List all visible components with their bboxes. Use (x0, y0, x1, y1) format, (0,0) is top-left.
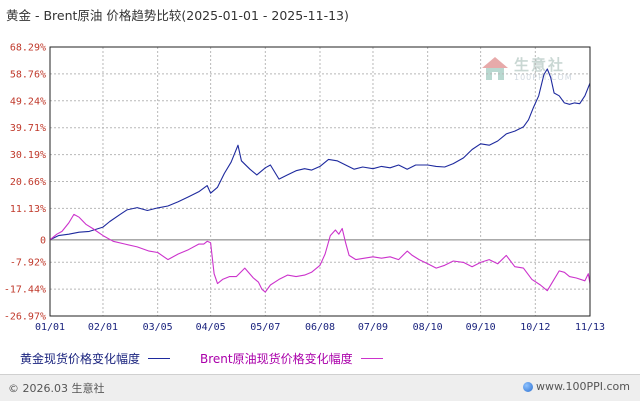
x-tick-label: 10/12 (520, 322, 550, 333)
footer-site[interactable]: www.100PPI.com (523, 380, 630, 393)
x-tick-label: 06/08 (305, 322, 335, 333)
x-tick-label: 05/07 (250, 322, 280, 333)
legend-swatch-gold (148, 358, 171, 359)
footer-bar: © 2026.03 生意社 www.100PPI.com (0, 374, 640, 401)
x-tick-label: 08/10 (413, 322, 443, 333)
series-line-gold (49, 68, 591, 241)
y-tick-label: 0 (40, 235, 46, 246)
y-tick-label: 11.13% (10, 204, 46, 215)
x-tick-label: 03/05 (143, 322, 173, 333)
globe-icon (523, 381, 534, 392)
y-axis: 68.29% 58.76% 49.24% 39.71% 30.19% 20.66% 11.1… (4, 43, 46, 323)
footer-copyright: © 2026.03 生意社 (8, 382, 105, 395)
y-tick-label: 20.66% (10, 177, 46, 188)
x-tick-label: 09/10 (466, 322, 496, 333)
x-tick-label: 07/09 (358, 322, 388, 333)
grid (49, 46, 591, 317)
chart-title: 黄金 - Brent原油 价格趋势比较(2025-01-01 - 2025-11… (6, 8, 349, 23)
y-tick-label: 58.76% (10, 69, 46, 80)
y-tick-label: -26.97% (4, 312, 46, 323)
y-tick-label: 30.19% (10, 150, 46, 161)
x-tick-label: 04/05 (196, 322, 226, 333)
legend: 黄金现货价格变化幅度 Brent原油现货价格变化幅度 (0, 350, 640, 370)
plot-area-border (49, 46, 591, 317)
y-tick-label: 68.29% (10, 43, 46, 54)
series-line-brent (49, 213, 591, 293)
legend-label-gold: 黄金现货价格变化幅度 (20, 352, 141, 366)
legend-item-gold: 黄金现货价格变化幅度 (20, 350, 171, 367)
series-group (49, 68, 591, 293)
y-tick-label: 39.71% (10, 123, 46, 134)
y-tick-label: 49.24% (10, 96, 46, 107)
x-tick-label: 11/13 (575, 322, 605, 333)
y-tick-label: -7.92% (10, 258, 46, 269)
y-tick-label: -17.44% (4, 285, 46, 296)
legend-label-brent: Brent原油现货价格变化幅度 (200, 352, 353, 366)
footer-site-link[interactable]: www.100PPI.com (536, 380, 630, 393)
x-tick-label: 01/01 (35, 322, 65, 333)
x-tick-label: 02/01 (88, 322, 118, 333)
legend-swatch-brent (360, 358, 383, 359)
watermark-name: 生意社 (514, 56, 566, 74)
x-axis: 01/01 02/01 03/05 04/05 05/07 06/08 07/09 08/10… (35, 322, 605, 333)
line-chart: 68.29% 58.76% 49.24% 39.71% 30.19% 20.66% 11.1… (4, 43, 605, 334)
legend-item-brent: Brent原油现货价格变化幅度 (200, 350, 383, 367)
